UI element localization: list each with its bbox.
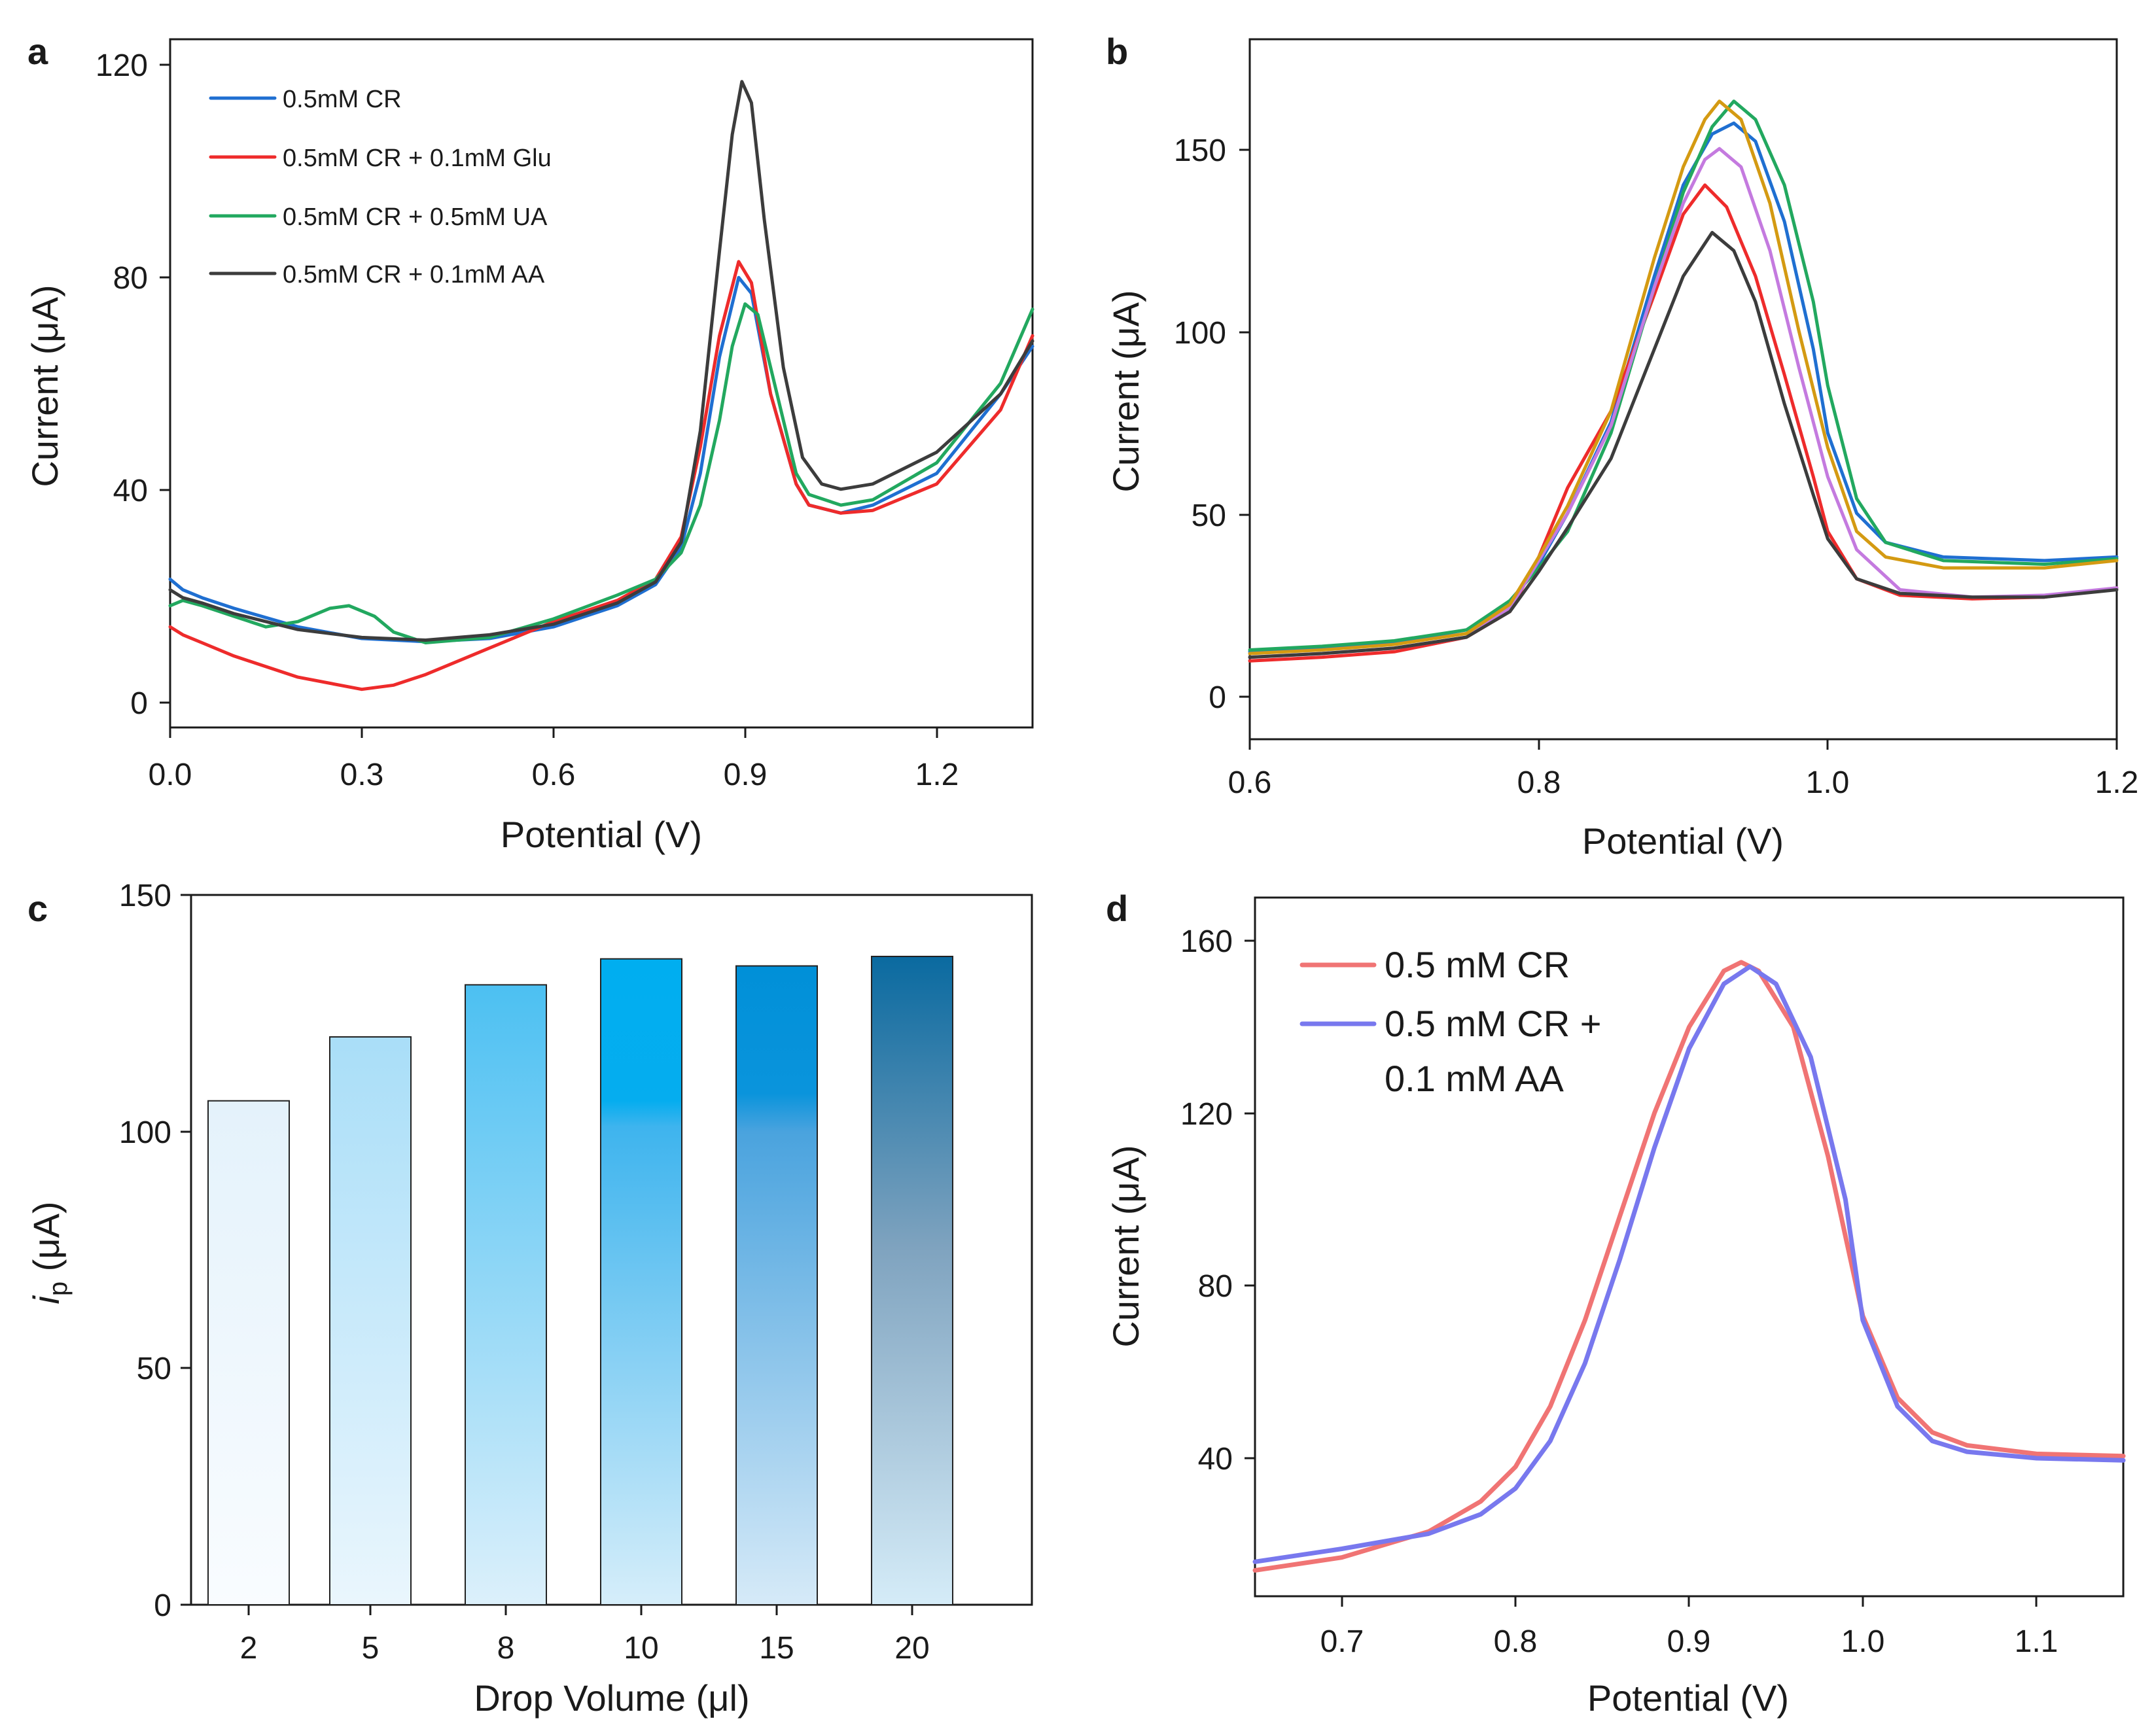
y-axis-title-symbol: i	[26, 1295, 67, 1304]
x-axis-title: Potential (V)	[1587, 1677, 1789, 1719]
x-tick-label: 0.0	[149, 758, 192, 792]
x-tick-label: 0.6	[1228, 765, 1272, 800]
x-tick-label: 0.9	[724, 758, 768, 792]
y-tick-label: 50	[137, 1352, 171, 1386]
y-tick-label: 80	[1198, 1269, 1233, 1304]
y-axis-title: Current (μA)	[1105, 290, 1146, 492]
y-tick-label: 40	[113, 474, 148, 508]
y-axis-title: ip (μA)	[26, 1201, 73, 1304]
series-line	[168, 275, 1034, 644]
legend-label: 0.5mM CR + 0.1mM AA	[283, 261, 545, 288]
bar	[735, 965, 818, 1605]
y-tick-label: 150	[119, 879, 171, 913]
y-tick-label: 160	[1180, 924, 1233, 959]
y-tick-label: 100	[119, 1115, 171, 1150]
x-tick-label: 8	[497, 1631, 515, 1666]
legend: 0.5mM CR 0.5mM CR + 0.1mM Glu 0.5mM CR +…	[209, 86, 552, 288]
bar	[600, 958, 682, 1605]
y-tick-label: 100	[1174, 316, 1226, 351]
series-line	[1252, 960, 2126, 1573]
bar	[465, 984, 547, 1605]
x-tick-label: 5	[362, 1631, 380, 1666]
y-axis-title: Current (μA)	[24, 285, 65, 487]
series-line	[1248, 183, 2119, 663]
plot-frame	[1248, 38, 2118, 741]
bar	[329, 1036, 412, 1605]
series-line	[1248, 99, 2119, 652]
y-axis-title-unit: (μA)	[26, 1201, 67, 1281]
y-axis: 40 80 120 160 Current (μA)	[1105, 924, 1255, 1477]
x-tick-label: 20	[894, 1631, 929, 1666]
y-tick-label: 120	[1180, 1097, 1233, 1132]
bar	[871, 956, 953, 1605]
legend-label: 0.5mM CR	[283, 86, 402, 113]
y-tick-label: 120	[96, 48, 148, 83]
x-tick-label: 1.2	[2095, 765, 2139, 800]
x-tick-label: 1.1	[2015, 1624, 2059, 1659]
legend-label: 0.5 mM CR +	[1385, 1003, 1601, 1044]
panel-c: c 2 5 8 10 15 20 Drop Volume (μl) 0 50 1…	[26, 879, 1033, 1719]
series-line	[1248, 230, 2119, 659]
legend-label: 0.1 mM AA	[1385, 1058, 1564, 1099]
legend: 0.5 mM CR 0.5 mM CR + 0.1 mM AA	[1299, 944, 1601, 1099]
y-axis: 0 50 100 150 Current (μA)	[1105, 133, 1250, 715]
x-axis-title: Drop Volume (μl)	[474, 1677, 749, 1719]
x-tick-label: 15	[759, 1631, 794, 1666]
series-line	[168, 302, 1034, 644]
x-tick-label: 0.7	[1320, 1624, 1364, 1659]
y-tick-label: 150	[1174, 133, 1226, 168]
panel-letter: d	[1106, 888, 1128, 929]
plot-frame	[169, 38, 1034, 729]
series-group	[1252, 960, 2126, 1573]
panel-d: d 0.7 0.8 0.9 1.0 1.1 Potential (V) 40 8…	[1105, 888, 2126, 1719]
legend-label: 0.5 mM CR	[1385, 944, 1570, 985]
legend-label: 0.5mM CR + 0.5mM UA	[283, 203, 548, 231]
series-line	[1248, 147, 2119, 659]
series-line	[1252, 964, 2126, 1564]
bar	[207, 1100, 290, 1605]
x-tick-label: 0.6	[532, 758, 576, 792]
x-axis: 2 5 8 10 15 20 Drop Volume (μl)	[240, 1605, 930, 1719]
panel-letter: c	[27, 888, 48, 929]
series-group	[1248, 99, 2119, 663]
series-line	[1248, 99, 2119, 656]
legend-label: 0.5mM CR + 0.1mM Glu	[283, 145, 552, 172]
x-tick-label: 2	[240, 1631, 258, 1666]
y-tick-label: 0	[154, 1588, 171, 1623]
x-axis: 0.7 0.8 0.9 1.0 1.1 Potential (V)	[1320, 1596, 2059, 1719]
y-tick-label: 0	[130, 686, 148, 721]
panel-a: a 0.0 0.3 0.6 0.9 1.2 Potential (V) 0 40…	[24, 31, 1034, 855]
x-tick-label: 0.8	[1494, 1624, 1538, 1659]
panel-b: b 0.6 0.8 1.0 1.2 Potential (V) 0 50 100…	[1105, 31, 2138, 862]
y-axis: 0 50 100 150 ip (μA)	[26, 879, 191, 1623]
panel-letter: b	[1106, 31, 1128, 72]
series-group	[168, 80, 1034, 691]
x-tick-label: 10	[624, 1631, 658, 1666]
x-axis-title: Potential (V)	[501, 814, 702, 855]
y-tick-label: 80	[113, 261, 148, 296]
y-axis-title: Current (μA)	[1105, 1145, 1146, 1347]
x-tick-label: 1.2	[915, 758, 959, 792]
y-tick-label: 50	[1192, 498, 1226, 533]
x-axis-title: Potential (V)	[1582, 820, 1784, 862]
y-axis-title-subscript: p	[44, 1282, 73, 1296]
bars	[207, 956, 953, 1605]
x-tick-label: 1.0	[1841, 1624, 1885, 1659]
y-tick-label: 0	[1209, 680, 1226, 715]
x-tick-label: 1.0	[1806, 765, 1850, 800]
x-tick-label: 0.8	[1517, 765, 1561, 800]
x-tick-label: 0.9	[1667, 1624, 1711, 1659]
series-line	[168, 260, 1034, 691]
x-axis: 0.6 0.8 1.0 1.2 Potential (V)	[1228, 739, 2139, 862]
x-axis: 0.0 0.3 0.6 0.9 1.2 Potential (V)	[149, 727, 959, 855]
y-tick-label: 40	[1198, 1442, 1233, 1477]
x-tick-label: 0.3	[340, 758, 384, 792]
series-line	[168, 80, 1034, 642]
y-axis: 0 40 80 120 Current (μA)	[24, 48, 170, 721]
panel-letter: a	[27, 31, 48, 72]
